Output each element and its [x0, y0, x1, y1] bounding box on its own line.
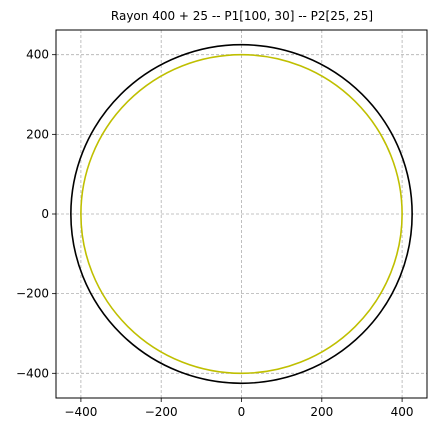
- grid: [56, 30, 427, 398]
- x-tick-label: 400: [391, 405, 414, 419]
- axis-ticks: −400 −200 0 200 400 −400 −200 0 200 400: [16, 48, 414, 419]
- y-tick-label: −200: [16, 287, 49, 301]
- plot-series: [70, 43, 413, 385]
- y-tick-label: 400: [26, 48, 49, 62]
- y-tick-label: 0: [41, 207, 49, 221]
- x-tick-label: −200: [145, 405, 178, 419]
- circle-series-1: [70, 43, 413, 385]
- y-tick-label: −400: [16, 366, 49, 380]
- y-tick-label: 200: [26, 127, 49, 141]
- circle-series-2: [80, 53, 403, 375]
- x-tick-label: 200: [310, 405, 333, 419]
- x-tick-label: −400: [64, 405, 97, 419]
- chart-title: Rayon 400 + 25 -- P1[100, 30] -- P2[25, …: [111, 9, 373, 23]
- x-tick-label: 0: [238, 405, 246, 419]
